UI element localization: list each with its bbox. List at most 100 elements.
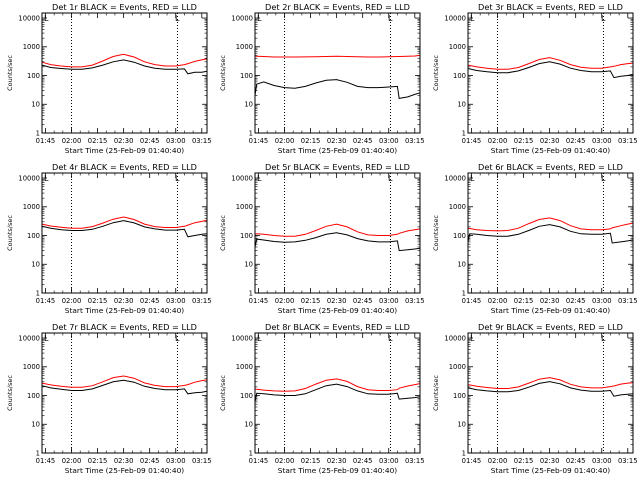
y-tick-label: 10000: [231, 334, 253, 342]
corner-marker-left: L: [257, 334, 262, 343]
plot-frame: [41, 12, 208, 134]
x-tick-label: 01:45: [249, 457, 269, 465]
events-series-line: [41, 220, 208, 238]
detector-panel-7: Det 7r BLACK = Events, RED = LLD Counts/s…: [6, 322, 212, 475]
panel-title: Det 8r BLACK = Events, RED = LLD: [265, 322, 410, 332]
y-tick-label: 1: [249, 449, 253, 457]
events-series-line: [467, 61, 634, 79]
lld-series-line: [254, 378, 421, 392]
x-tick-label: 02:45: [353, 297, 373, 305]
plot-frame: [467, 172, 634, 294]
x-axis-label: Start Time (25-Feb-09 01:40:40): [491, 306, 610, 315]
corner-marker-left: L: [257, 174, 262, 183]
y-tick-label: 10000: [444, 334, 466, 342]
y-axis-label: Counts/sec: [219, 215, 227, 251]
x-tick-label: 03:00: [592, 137, 612, 145]
x-tick-label: 03:15: [618, 137, 638, 145]
x-tick-label: 03:15: [618, 297, 638, 305]
x-tick-label: 02:15: [88, 297, 108, 305]
y-tick-label: 100: [453, 232, 466, 240]
y-tick-label: 10: [31, 421, 40, 429]
x-tick-label: 02:00: [62, 457, 82, 465]
y-tick-label: 10000: [231, 174, 253, 182]
y-tick-label: 1: [249, 289, 253, 297]
x-tick-label: 02:00: [62, 297, 82, 305]
x-tick-label: 02:45: [140, 297, 160, 305]
x-tick-label: 01:45: [462, 457, 482, 465]
x-axis-label: Start Time (25-Feb-09 01:40:40): [65, 306, 184, 315]
x-tick-label: 02:30: [327, 457, 347, 465]
x-tick-label: 02:45: [140, 137, 160, 145]
x-axis-label: Start Time (25-Feb-09 01:40:40): [278, 146, 397, 155]
lld-series-line: [254, 223, 421, 237]
x-tick-label: 03:00: [166, 457, 186, 465]
x-tick-label: 01:45: [36, 137, 56, 145]
corner-marker-left: L: [257, 14, 262, 23]
y-tick-label: 1000: [449, 203, 466, 211]
y-axis-label: Counts/sec: [219, 55, 227, 91]
x-axis-label: Start Time (25-Feb-09 01:40:40): [65, 466, 184, 475]
y-tick-label: 100: [240, 232, 253, 240]
lld-series-line: [41, 53, 208, 68]
detector-panel-3: Det 3r BLACK = Events, RED = LLD Counts/s…: [432, 2, 638, 155]
panel-title: Det 6r BLACK = Events, RED = LLD: [478, 162, 623, 172]
plot-frame: [254, 172, 421, 294]
y-tick-label: 10000: [18, 174, 40, 182]
events-series-line: [467, 381, 634, 397]
plot-frame: [254, 12, 421, 134]
x-axis-label: Start Time (25-Feb-09 01:40:40): [65, 146, 184, 155]
y-tick-label: 1: [462, 449, 466, 457]
y-tick-label: 1: [249, 129, 253, 137]
corner-marker-left: L: [470, 14, 475, 23]
plot-frame: [41, 332, 208, 454]
panel-title: Det 3r BLACK = Events, RED = LLD: [478, 2, 623, 12]
x-tick-label: 02:30: [327, 297, 347, 305]
x-tick-label: 01:45: [462, 297, 482, 305]
x-tick-label: 02:15: [514, 137, 534, 145]
y-axis-label: Counts/sec: [219, 375, 227, 411]
corner-marker-left: L: [44, 14, 49, 23]
detector-panel-9: Det 9r BLACK = Events, RED = LLD Counts/s…: [432, 322, 638, 475]
y-axis-label: Counts/sec: [6, 375, 14, 411]
x-axis-label: Start Time (25-Feb-09 01:40:40): [278, 306, 397, 315]
x-tick-label: 01:45: [36, 457, 56, 465]
lld-series-line: [467, 377, 634, 389]
y-tick-label: 1000: [23, 203, 40, 211]
y-tick-label: 10: [31, 101, 40, 109]
y-tick-label: 1000: [23, 43, 40, 51]
x-tick-label: 01:45: [249, 137, 269, 145]
x-tick-label: 01:45: [249, 297, 269, 305]
x-tick-label: 02:45: [140, 457, 160, 465]
y-tick-label: 10000: [444, 14, 466, 22]
x-tick-label: 02:45: [353, 137, 373, 145]
corner-marker-right: L: [601, 14, 606, 23]
corner-marker-right: L: [175, 174, 180, 183]
y-tick-label: 10: [31, 261, 40, 269]
y-tick-label: 100: [27, 232, 40, 240]
x-tick-label: 02:45: [566, 137, 586, 145]
x-tick-label: 02:15: [88, 137, 108, 145]
y-tick-label: 10: [457, 261, 466, 269]
y-tick-label: 1: [462, 289, 466, 297]
panel-title: Det 1r BLACK = Events, RED = LLD: [52, 2, 197, 12]
x-tick-label: 03:00: [592, 457, 612, 465]
corner-marker-right: L: [388, 334, 393, 343]
x-tick-label: 03:00: [379, 457, 399, 465]
x-tick-label: 03:15: [405, 457, 425, 465]
x-tick-label: 02:30: [540, 297, 560, 305]
corner-marker-right: L: [175, 334, 180, 343]
y-tick-label: 100: [240, 392, 253, 400]
x-tick-label: 02:15: [88, 457, 108, 465]
y-tick-label: 100: [27, 392, 40, 400]
corner-marker-left: L: [44, 334, 49, 343]
y-tick-label: 1: [36, 449, 40, 457]
y-tick-label: 1000: [449, 43, 466, 51]
x-tick-label: 03:00: [592, 297, 612, 305]
plot-frame: [467, 332, 634, 454]
events-series-line: [254, 383, 421, 402]
corner-marker-left: L: [44, 174, 49, 183]
events-series-line: [41, 379, 208, 395]
x-tick-label: 02:15: [301, 457, 321, 465]
lld-series-line: [41, 375, 208, 388]
